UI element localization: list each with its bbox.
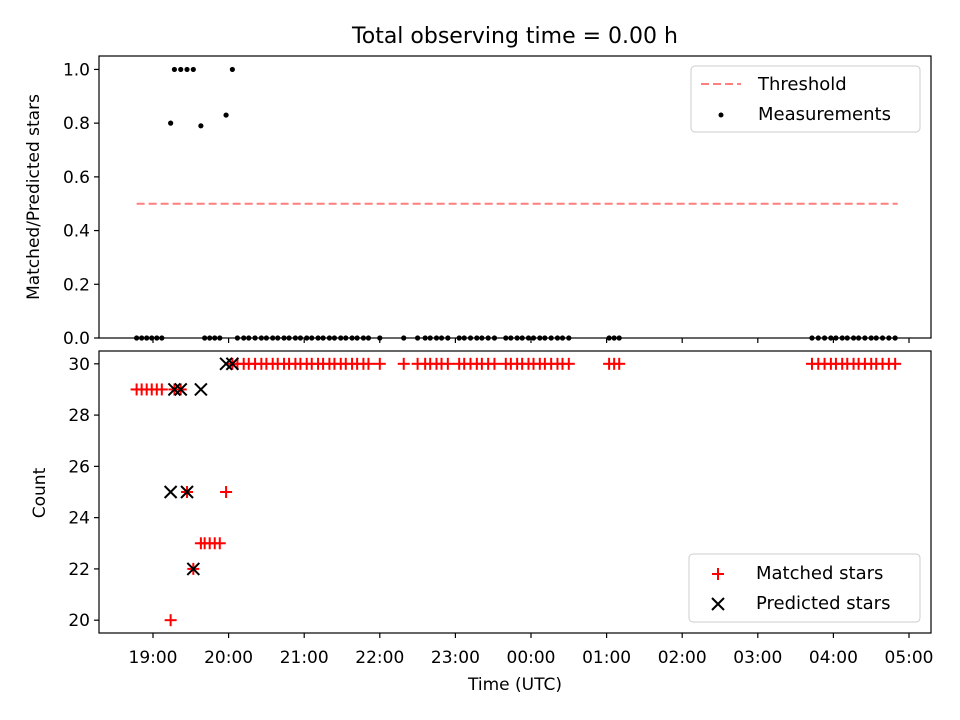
- count-legend: Matched stars Predicted stars: [688, 553, 921, 623]
- count-x-axis: 19:00 20:00 21:00 22:00 23:00 00:00 01:00 02:00…: [129, 633, 934, 668]
- figure-title: Total observing time = 0.00 h: [351, 24, 678, 49]
- predicted-stars-point: [186, 562, 201, 576]
- x-tick-label: 20:00: [204, 648, 253, 668]
- measurement-point: [223, 112, 229, 118]
- ratio-y-axis-label: Matched/Predicted stars: [24, 94, 44, 300]
- y-tick-label: 28: [68, 406, 90, 426]
- measurement-point: [168, 120, 174, 126]
- predicted-stars-point: [167, 382, 182, 397]
- ratio-x-axis: [152, 338, 910, 343]
- predicted-stars-point: [163, 485, 178, 499]
- count-y-axis-label: Count: [30, 467, 50, 518]
- count-x-axis-label: Time (UTC): [467, 675, 562, 695]
- count-plot-area: [130, 357, 902, 627]
- ratio-plot-frame: [98, 55, 932, 339]
- matched-stars-point: [220, 486, 233, 498]
- matched-stars-point: [562, 357, 575, 370]
- matched-stars-point: [362, 357, 375, 370]
- predicted-stars-legend-label: Predicted stars: [756, 593, 890, 614]
- y-tick-label: 1.0: [63, 60, 90, 80]
- measurement-point: [190, 66, 196, 73]
- matched-stars-point: [155, 383, 168, 396]
- x-tick-label: 01:00: [582, 648, 631, 668]
- predicted-stars-point: [219, 357, 233, 371]
- y-tick-label: 0.6: [63, 168, 90, 188]
- matched-stars-point: [397, 357, 410, 370]
- count-plot-frame: [98, 350, 932, 634]
- ratio-plot-area: [134, 66, 898, 341]
- ratio-legend-box: [690, 65, 921, 133]
- matched-stars-legend-label: Matched stars: [756, 563, 883, 584]
- y-tick-label: 24: [68, 509, 90, 529]
- ratio-panel: 0.0 0.2 0.4 0.6 0.8 1.0 Matched/Predicted sta…: [24, 55, 932, 349]
- predicted-stars-point: [180, 485, 194, 499]
- x-tick-label: 02:00: [658, 648, 707, 668]
- measurement-point: [229, 66, 235, 73]
- matched-stars-point: [373, 357, 386, 370]
- predicted-stars-legend-swatch: [711, 597, 725, 611]
- x-tick-label: 05:00: [885, 648, 934, 668]
- matched-stars-point: [164, 614, 177, 627]
- x-tick-label: 04:00: [809, 648, 858, 668]
- count-y-axis: 20 22 24 26 28 30: [68, 355, 99, 631]
- matched-stars-point: [889, 357, 902, 370]
- ratio-y-axis: 0.0 0.2 0.4 0.6 0.8 1.0: [63, 60, 99, 349]
- measurements-legend-label: Measurements: [758, 104, 891, 125]
- x-tick-label: 00:00: [507, 648, 556, 668]
- y-tick-label: 0.2: [63, 275, 90, 295]
- y-tick-label: 22: [68, 560, 90, 580]
- count-legend-box: [688, 553, 921, 623]
- x-tick-label: 21:00: [280, 648, 329, 668]
- predicted-stars-point: [194, 382, 208, 397]
- matched-stars-point: [213, 537, 226, 550]
- matched-stars-point: [441, 357, 454, 370]
- predicted-stars-point: [225, 357, 240, 371]
- ratio-legend: Threshold Measurements: [690, 65, 921, 133]
- measurement-point: [198, 123, 204, 129]
- measurement-point: [178, 66, 184, 73]
- predicted-stars-point: [174, 382, 188, 397]
- measurement-point: [171, 66, 178, 73]
- x-tick-label: 19:00: [129, 648, 178, 668]
- x-tick-label: 23:00: [431, 648, 480, 668]
- y-tick-label: 0.4: [63, 222, 90, 242]
- matched-stars-legend-swatch: [712, 568, 724, 580]
- threshold-legend-label: Threshold: [757, 74, 847, 95]
- x-tick-label: 03:00: [733, 648, 782, 668]
- count-panel: 20 22 24 26 28 30 19:00 20:00 21:00 22:00 23:00 00…: [30, 350, 934, 695]
- x-tick-label: 22:00: [355, 648, 404, 668]
- y-tick-label: 26: [68, 457, 90, 477]
- y-tick-label: 20: [68, 611, 90, 631]
- y-tick-label: 0.0: [63, 329, 90, 349]
- matched-stars-point: [488, 357, 501, 370]
- measurements-legend-swatch: [718, 112, 724, 118]
- matched-stars-point: [613, 357, 626, 370]
- y-tick-label: 0.8: [63, 114, 90, 134]
- y-tick-label: 30: [68, 355, 90, 375]
- measurement-point: [184, 66, 190, 73]
